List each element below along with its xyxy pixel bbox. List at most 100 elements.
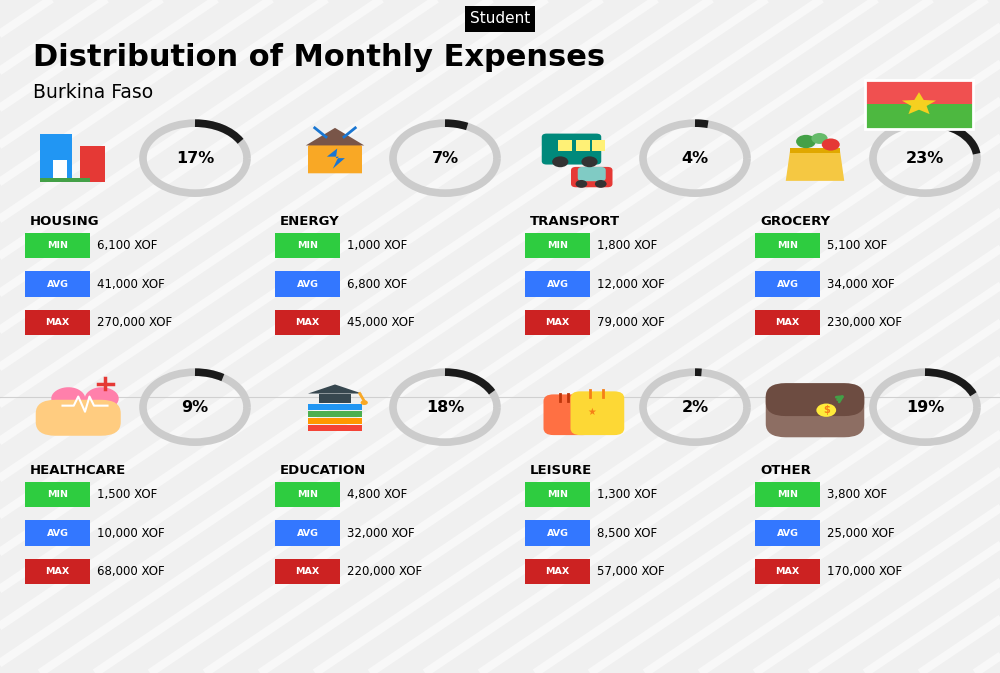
Polygon shape <box>308 129 362 174</box>
FancyBboxPatch shape <box>275 310 340 335</box>
FancyBboxPatch shape <box>525 520 590 546</box>
Text: AVG: AVG <box>46 528 68 538</box>
Text: MAX: MAX <box>775 567 800 576</box>
FancyBboxPatch shape <box>80 146 105 182</box>
FancyBboxPatch shape <box>755 520 820 546</box>
Text: 1,300 XOF: 1,300 XOF <box>597 488 657 501</box>
Text: AVG: AVG <box>546 279 568 289</box>
FancyBboxPatch shape <box>25 233 90 258</box>
Text: AVG: AVG <box>297 528 319 538</box>
FancyBboxPatch shape <box>525 233 590 258</box>
Text: 2%: 2% <box>681 400 709 415</box>
Circle shape <box>816 404 836 417</box>
Text: Student: Student <box>470 11 530 26</box>
FancyBboxPatch shape <box>755 271 820 297</box>
Text: 3,800 XOF: 3,800 XOF <box>827 488 887 501</box>
Text: 220,000 XOF: 220,000 XOF <box>347 565 422 578</box>
Text: MIN: MIN <box>297 490 318 499</box>
Circle shape <box>581 156 598 168</box>
Text: MIN: MIN <box>547 490 568 499</box>
Text: Burkina Faso: Burkina Faso <box>33 83 153 102</box>
Text: 7%: 7% <box>431 151 459 166</box>
FancyBboxPatch shape <box>308 418 362 425</box>
FancyBboxPatch shape <box>525 559 590 584</box>
FancyBboxPatch shape <box>275 520 340 546</box>
FancyBboxPatch shape <box>40 134 72 182</box>
Text: ENERGY: ENERGY <box>280 215 340 228</box>
Text: 230,000 XOF: 230,000 XOF <box>827 316 902 329</box>
Text: AVG: AVG <box>546 528 568 538</box>
Text: $: $ <box>823 405 830 415</box>
FancyBboxPatch shape <box>53 171 62 178</box>
Text: MAX: MAX <box>45 318 70 327</box>
FancyBboxPatch shape <box>558 140 572 151</box>
Text: 19%: 19% <box>906 400 944 415</box>
Text: MIN: MIN <box>47 241 68 250</box>
Polygon shape <box>56 413 94 423</box>
Text: 1,800 XOF: 1,800 XOF <box>597 239 657 252</box>
Text: MAX: MAX <box>545 567 570 576</box>
FancyBboxPatch shape <box>308 425 362 431</box>
FancyBboxPatch shape <box>53 166 62 174</box>
Text: EDUCATION: EDUCATION <box>280 464 366 477</box>
FancyBboxPatch shape <box>571 391 624 435</box>
Text: 41,000 XOF: 41,000 XOF <box>97 277 165 291</box>
Polygon shape <box>327 149 345 169</box>
Text: Distribution of Monthly Expenses: Distribution of Monthly Expenses <box>33 42 605 72</box>
FancyBboxPatch shape <box>275 271 340 297</box>
FancyBboxPatch shape <box>525 482 590 507</box>
FancyBboxPatch shape <box>542 134 601 165</box>
FancyBboxPatch shape <box>40 178 90 182</box>
Polygon shape <box>786 149 844 181</box>
Polygon shape <box>306 128 364 145</box>
FancyBboxPatch shape <box>755 559 820 584</box>
FancyBboxPatch shape <box>790 148 840 153</box>
FancyBboxPatch shape <box>275 482 340 507</box>
Text: 32,000 XOF: 32,000 XOF <box>347 526 415 540</box>
Text: AVG: AVG <box>776 279 798 289</box>
FancyBboxPatch shape <box>275 233 340 258</box>
FancyBboxPatch shape <box>592 140 605 151</box>
FancyBboxPatch shape <box>25 559 90 584</box>
Text: 12,000 XOF: 12,000 XOF <box>597 277 665 291</box>
Text: MIN: MIN <box>47 490 68 499</box>
FancyBboxPatch shape <box>25 482 90 507</box>
FancyBboxPatch shape <box>578 167 606 181</box>
Text: HOUSING: HOUSING <box>30 215 100 228</box>
Text: 25,000 XOF: 25,000 XOF <box>827 526 895 540</box>
Circle shape <box>822 139 840 151</box>
Text: 170,000 XOF: 170,000 XOF <box>827 565 902 578</box>
Text: AVG: AVG <box>776 528 798 538</box>
Text: MAX: MAX <box>295 567 320 576</box>
FancyBboxPatch shape <box>576 140 590 151</box>
Text: MAX: MAX <box>775 318 800 327</box>
Text: 1,000 XOF: 1,000 XOF <box>347 239 407 252</box>
FancyBboxPatch shape <box>319 394 351 402</box>
Text: 1,500 XOF: 1,500 XOF <box>97 488 157 501</box>
Text: MIN: MIN <box>547 241 568 250</box>
FancyBboxPatch shape <box>755 233 820 258</box>
Circle shape <box>552 156 568 168</box>
Text: 5,100 XOF: 5,100 XOF <box>827 239 887 252</box>
Circle shape <box>361 400 368 405</box>
Polygon shape <box>902 92 936 114</box>
Circle shape <box>811 133 828 144</box>
Text: 23%: 23% <box>906 151 944 166</box>
Text: 4%: 4% <box>681 151 709 166</box>
FancyBboxPatch shape <box>58 166 67 174</box>
Text: MIN: MIN <box>777 241 798 250</box>
Circle shape <box>576 180 587 188</box>
FancyBboxPatch shape <box>766 385 864 437</box>
FancyBboxPatch shape <box>755 482 820 507</box>
Text: 79,000 XOF: 79,000 XOF <box>597 316 665 329</box>
Circle shape <box>796 135 816 148</box>
Text: MIN: MIN <box>777 490 798 499</box>
Text: 4,800 XOF: 4,800 XOF <box>347 488 407 501</box>
FancyBboxPatch shape <box>58 160 67 168</box>
FancyBboxPatch shape <box>25 520 90 546</box>
Text: ★: ★ <box>587 406 596 417</box>
Text: 8,500 XOF: 8,500 XOF <box>597 526 657 540</box>
FancyBboxPatch shape <box>308 404 362 411</box>
FancyBboxPatch shape <box>25 271 90 297</box>
FancyBboxPatch shape <box>865 80 973 104</box>
